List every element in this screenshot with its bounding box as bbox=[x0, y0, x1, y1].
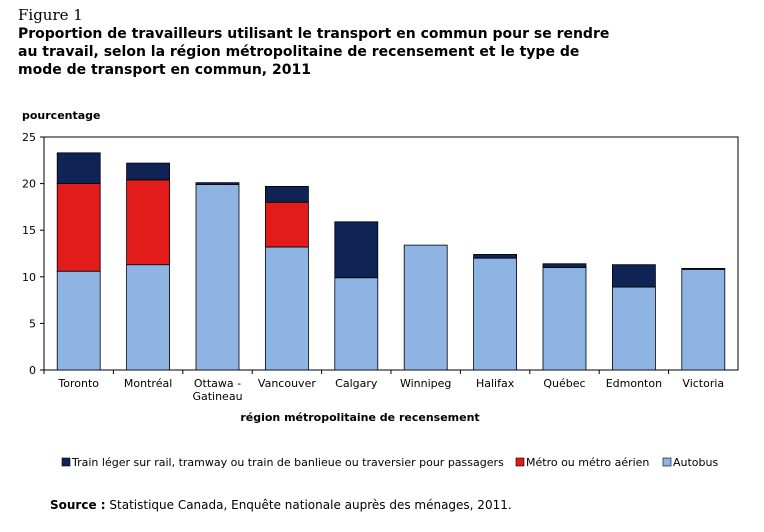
legend-swatch bbox=[515, 457, 525, 467]
bar-segment bbox=[473, 254, 518, 259]
y-tick-label: 10 bbox=[22, 271, 36, 284]
chart-title: Proportion de travailleurs utilisant le … bbox=[18, 26, 610, 78]
bar-segment bbox=[264, 201, 309, 248]
bars bbox=[56, 152, 726, 371]
x-tick-label: Montréal bbox=[124, 377, 172, 390]
bar-segment bbox=[542, 263, 587, 268]
bar-segment bbox=[681, 268, 726, 371]
legend-swatch bbox=[61, 457, 71, 467]
bar-segment bbox=[681, 268, 726, 270]
x-tick-label: Winnipeg bbox=[400, 377, 451, 390]
x-tick-label: Vancouver bbox=[258, 377, 316, 390]
bar-segment bbox=[56, 183, 101, 272]
x-axis-label: région métropolitaine de recensement bbox=[240, 411, 479, 424]
bar-segment bbox=[264, 185, 309, 203]
source-text: Statistique Canada, Enquête nationale au… bbox=[105, 498, 512, 512]
bar-segment bbox=[334, 221, 379, 279]
y-tick-label: 25 bbox=[22, 131, 36, 144]
y-axis: 0 5 10 15 20 25 bbox=[22, 131, 44, 377]
legend-label: Métro ou métro aérien bbox=[526, 456, 649, 469]
bar-segment bbox=[264, 246, 309, 371]
x-tick-label: Calgary bbox=[335, 377, 378, 390]
x-tick-label: Québec bbox=[543, 377, 585, 390]
legend-label: Train léger sur rail, tramway ou train d… bbox=[71, 456, 504, 469]
legend: Train léger sur rail, tramway ou train d… bbox=[61, 456, 718, 469]
bar-segment bbox=[612, 286, 656, 371]
y-tick-label: 15 bbox=[22, 224, 36, 237]
x-tick-label: Gatineau bbox=[192, 390, 242, 403]
x-axis: Toronto Montréal Ottawa -Gatineau Vancouver… bbox=[43, 370, 724, 403]
bar-segment bbox=[195, 184, 240, 371]
bar-segment bbox=[542, 267, 587, 371]
bar-segment bbox=[195, 182, 240, 185]
bar-segment bbox=[126, 179, 170, 266]
bar-segment bbox=[126, 162, 170, 181]
y-tick-label: 20 bbox=[22, 178, 36, 191]
bar-segment bbox=[403, 244, 448, 371]
bar-segment bbox=[612, 264, 656, 288]
x-tick-label: Ottawa - bbox=[194, 377, 241, 390]
x-tick-label: Toronto bbox=[57, 377, 99, 390]
bar-segment bbox=[334, 277, 379, 371]
source-label: Source : bbox=[50, 498, 106, 512]
bar-segment bbox=[56, 270, 101, 371]
y-tick-label: 5 bbox=[29, 317, 36, 330]
y-axis-label: pourcentage bbox=[22, 109, 101, 122]
bar-segment bbox=[473, 257, 518, 371]
legend-swatch bbox=[662, 457, 672, 467]
x-tick-label: Halifax bbox=[476, 377, 515, 390]
figure-label: Figure 1 bbox=[18, 6, 83, 24]
y-tick-label: 0 bbox=[29, 364, 36, 377]
x-tick-label: Edmonton bbox=[606, 377, 662, 390]
bar-segment bbox=[126, 264, 170, 371]
source-note: Source : Statistique Canada, Enquête nat… bbox=[50, 498, 512, 512]
bar-segment bbox=[56, 152, 101, 184]
x-tick-label: Victoria bbox=[682, 377, 724, 390]
chart: pourcentage 0 5 10 15 20 25 Toronto Montréal Ot… bbox=[22, 109, 739, 469]
legend-label: Autobus bbox=[673, 456, 718, 469]
